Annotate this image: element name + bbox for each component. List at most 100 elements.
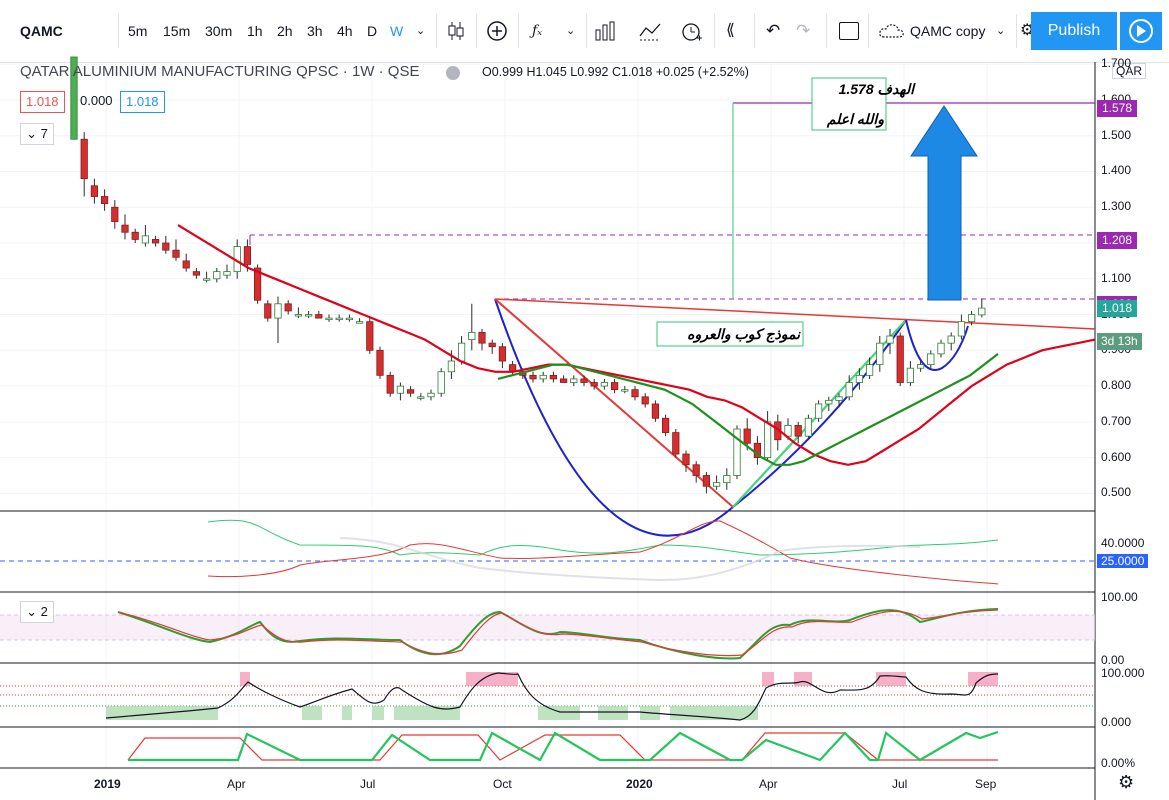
interval-5m[interactable]: 5m xyxy=(128,23,148,39)
candle xyxy=(111,200,119,229)
candle-body-down xyxy=(488,342,496,348)
indicators-fx-icon[interactable]: ƒₓ xyxy=(532,23,543,39)
settings-gear-icon[interactable]: ⚙ xyxy=(1020,22,1035,39)
candle-body-down xyxy=(90,185,98,197)
chart-settings-gear-icon[interactable]: ⚙ xyxy=(1118,772,1135,792)
interval-d[interactable]: D xyxy=(367,23,378,39)
target-annotation-text[interactable]: الهدف 1.578 xyxy=(838,81,914,97)
redo-icon[interactable]: ↷ xyxy=(796,21,811,40)
chevron-down-icon[interactable]: ⌄ xyxy=(996,25,1006,37)
price-tick-label: 0.600 xyxy=(1101,449,1132,464)
candle-body-up xyxy=(427,392,435,398)
oversold-zone xyxy=(372,706,384,720)
candle xyxy=(549,371,558,383)
candle xyxy=(845,375,853,401)
bar-countdown: 3d 13h xyxy=(1097,333,1142,350)
time-tick-label: Oct xyxy=(493,777,512,791)
candle-body-up xyxy=(202,278,211,281)
candle-body-down xyxy=(794,425,802,437)
play-button[interactable] xyxy=(1120,12,1162,50)
pane-toggle-button[interactable]: ⌄ 2 xyxy=(20,601,54,623)
candle-body-up xyxy=(294,314,303,317)
price-tick-label: 0.700 xyxy=(1101,413,1132,428)
pattern-annotation-text[interactable]: نموذج كوب والعروه xyxy=(687,326,800,342)
bid-price-box[interactable]: 1.018 xyxy=(20,91,65,113)
candle xyxy=(223,264,231,279)
candle-body-up xyxy=(927,353,935,366)
candle xyxy=(794,421,802,444)
interval-3h[interactable]: 3h xyxy=(307,23,323,39)
candle-body-up xyxy=(845,382,853,398)
fullscreen-icon[interactable] xyxy=(839,22,859,40)
toolbar-divider xyxy=(436,14,437,48)
candle xyxy=(804,414,813,440)
candle-body-up xyxy=(825,399,833,405)
overbought-zone xyxy=(762,672,774,686)
price-tick-label: 1.100 xyxy=(1101,270,1132,285)
grid-lines xyxy=(0,62,1095,768)
candle xyxy=(213,268,221,283)
candle xyxy=(631,386,639,401)
alert-clock-icon[interactable] xyxy=(680,20,704,44)
candle-body-down xyxy=(896,335,904,383)
candle xyxy=(906,361,915,387)
candle-body-up xyxy=(906,367,915,383)
interval-4h[interactable]: 4h xyxy=(337,23,353,39)
candle xyxy=(366,318,374,354)
interval-15m[interactable]: 15m xyxy=(163,23,191,39)
time-tick-label: Jul xyxy=(360,777,376,791)
candle-body-up xyxy=(957,321,966,337)
candle-body-down xyxy=(682,453,690,466)
candle xyxy=(141,225,149,247)
handle-curve xyxy=(905,319,969,371)
dmi-minus-line xyxy=(207,520,999,585)
time-tick-label: Jul xyxy=(892,777,908,791)
spread-value: 0.000 xyxy=(80,93,113,108)
chevron-down-icon[interactable]: ⌄ xyxy=(416,25,426,37)
candle-body-up xyxy=(447,360,456,373)
price-level-label: 1.018 xyxy=(1097,300,1138,318)
adx-line xyxy=(339,537,921,582)
publish-button[interactable]: Publish xyxy=(1031,12,1117,50)
candle xyxy=(611,378,619,394)
candle-body-down xyxy=(702,475,711,487)
replay-rewind-icon[interactable]: ⟪ xyxy=(726,22,735,39)
candle xyxy=(315,310,323,319)
candle-body-up xyxy=(733,428,741,476)
target-annotation-subtext[interactable]: والله اعلم xyxy=(826,111,884,127)
price-level-label: 1.578 xyxy=(1097,99,1138,117)
candle-style-icon[interactable] xyxy=(446,20,466,42)
rsi-line xyxy=(105,672,999,721)
symbol-search[interactable]: QAMC xyxy=(20,23,63,39)
interval-2h[interactable]: 2h xyxy=(277,23,293,39)
candle xyxy=(325,314,333,322)
compare-plus-icon[interactable] xyxy=(486,20,508,42)
candle xyxy=(488,339,496,354)
top-toolbar: QAMC 5m 15m 30m 1h 2h 3h 4h D W ⌄ ƒₓ ⌄ ⟪… xyxy=(0,0,1169,63)
candle xyxy=(968,310,976,326)
indicators-toggle-button[interactable]: ⌄ 7 xyxy=(20,123,54,145)
play-circle-icon xyxy=(1129,19,1153,43)
undo-icon[interactable]: ↶ xyxy=(766,21,781,40)
financials-icon[interactable] xyxy=(638,20,662,42)
candle xyxy=(692,461,700,483)
candle-body-down xyxy=(243,246,251,265)
chevron-down-icon[interactable]: ⌄ xyxy=(566,25,576,37)
candle-body-up xyxy=(274,303,282,319)
stoch-band xyxy=(0,615,1095,640)
interval-30m[interactable]: 30m xyxy=(205,23,233,39)
layout-name[interactable]: QAMC copy xyxy=(910,23,986,39)
candle-body-up xyxy=(978,307,986,316)
candle xyxy=(896,332,904,387)
interval-1h[interactable]: 1h xyxy=(247,23,263,39)
candle xyxy=(498,343,507,369)
interval-w[interactable]: W xyxy=(390,23,404,39)
candle xyxy=(886,328,894,354)
toolbar-divider xyxy=(118,14,119,48)
stoch-d-line xyxy=(117,609,999,657)
candle-body-up xyxy=(723,475,731,484)
templates-icon[interactable] xyxy=(594,20,616,42)
candle-body-down xyxy=(111,206,119,222)
ask-price-box[interactable]: 1.018 xyxy=(120,91,165,113)
